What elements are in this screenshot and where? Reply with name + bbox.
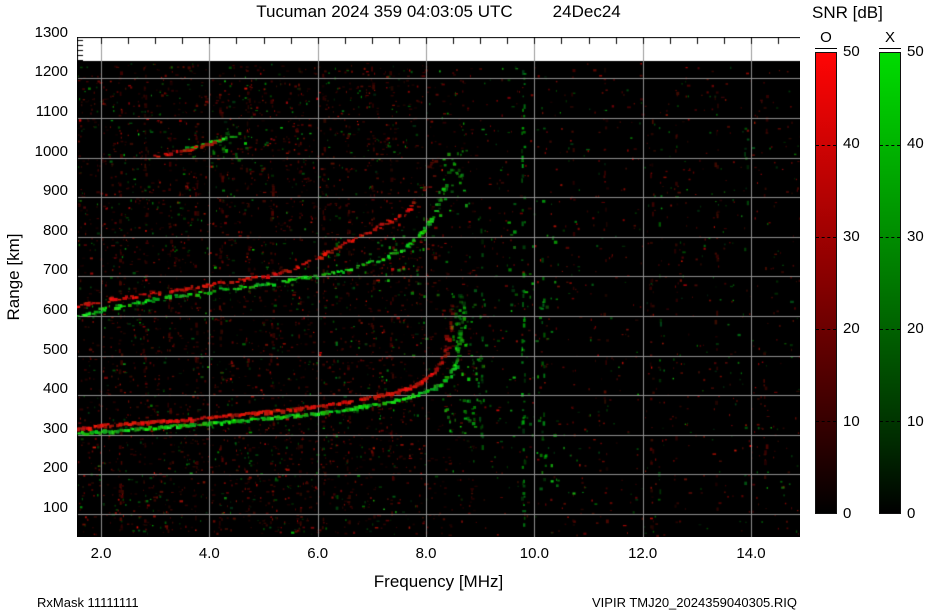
colorbar-tick-dash: [816, 145, 836, 146]
title-text: Tucuman 2024 359 04:03:05 UTC: [256, 2, 513, 21]
x-tick-label: 8.0: [415, 545, 437, 562]
colorbar-x-tick-label: 50: [907, 43, 924, 60]
y-tick-label: 1200: [34, 63, 68, 81]
colorbar-o-tick-label: 20: [843, 320, 860, 338]
y-tick-label: 800: [42, 221, 68, 239]
colorbar-x-tick-label: 20: [907, 320, 924, 338]
colorbar-x-tick-label: 0: [907, 505, 916, 522]
colorbar-tick-dash: [816, 237, 836, 238]
y-tick-label: 200: [42, 459, 68, 477]
title-date: 24Dec24: [552, 2, 621, 21]
colorbar-tick-dash: [880, 329, 900, 330]
x-tick-label: 12.0: [628, 545, 658, 562]
colorbar-o-tick-label: 0: [843, 505, 852, 522]
y-tick-label: 1300: [34, 23, 68, 41]
y-tick-label: 1000: [34, 142, 68, 160]
x-axis-title: Frequency [MHz]: [373, 572, 504, 591]
x-tick-label: 2.0: [90, 545, 112, 562]
file-id-label: VIPIR TMJ20_2024359040305.RIQ: [592, 595, 798, 610]
colorbar-o-mode-label: O: [815, 29, 837, 49]
colorbar-tick-dash: [880, 145, 900, 146]
colorbar-x-tick-label: 30: [907, 227, 924, 245]
colorbar-x-tick-label: 40: [907, 135, 924, 153]
colorbar-x-gradient: [879, 52, 901, 514]
y-tick-label: 1100: [35, 103, 68, 120]
rxmask-label: RxMask 11111111: [37, 595, 139, 610]
colorbar-tick-dash: [880, 421, 900, 422]
y-tick-label: 900: [42, 182, 68, 200]
y-axis-title: Range [km]: [4, 233, 23, 321]
x-tick-label: 4.0: [198, 545, 220, 562]
x-tick-label: 14.0: [736, 545, 766, 562]
y-tick-label: 100: [42, 499, 68, 516]
colorbar-o-tick-label: 50: [843, 43, 860, 60]
y-tick-label: 400: [42, 380, 68, 398]
colorbar-tick-dash: [816, 421, 836, 422]
colorbar-o-gradient: [815, 52, 837, 514]
colorbar-x-tick-label: 10: [907, 412, 924, 430]
colorbar-title: SNR [dB]: [812, 3, 883, 22]
colorbar-x-mode-label: X: [879, 29, 901, 49]
colorbar-o-tick-label: 10: [843, 412, 860, 430]
x-tick-label: 6.0: [307, 545, 329, 562]
colorbar-o-tick-label: 40: [843, 135, 860, 153]
y-tick-label: 700: [42, 261, 68, 279]
plot-title: Tucuman 2024 359 04:03:05 UTC 24Dec24: [77, 2, 800, 22]
y-tick-label: 300: [42, 419, 68, 437]
y-tick-label: 500: [42, 340, 68, 358]
colorbar-tick-dash: [880, 237, 900, 238]
x-tick-label: 10.0: [519, 545, 549, 562]
y-tick-label: 600: [42, 301, 68, 318]
ionogram-plot-canvas: [77, 37, 800, 537]
colorbar-tick-dash: [816, 329, 836, 330]
colorbar-o-tick-label: 30: [843, 227, 860, 245]
